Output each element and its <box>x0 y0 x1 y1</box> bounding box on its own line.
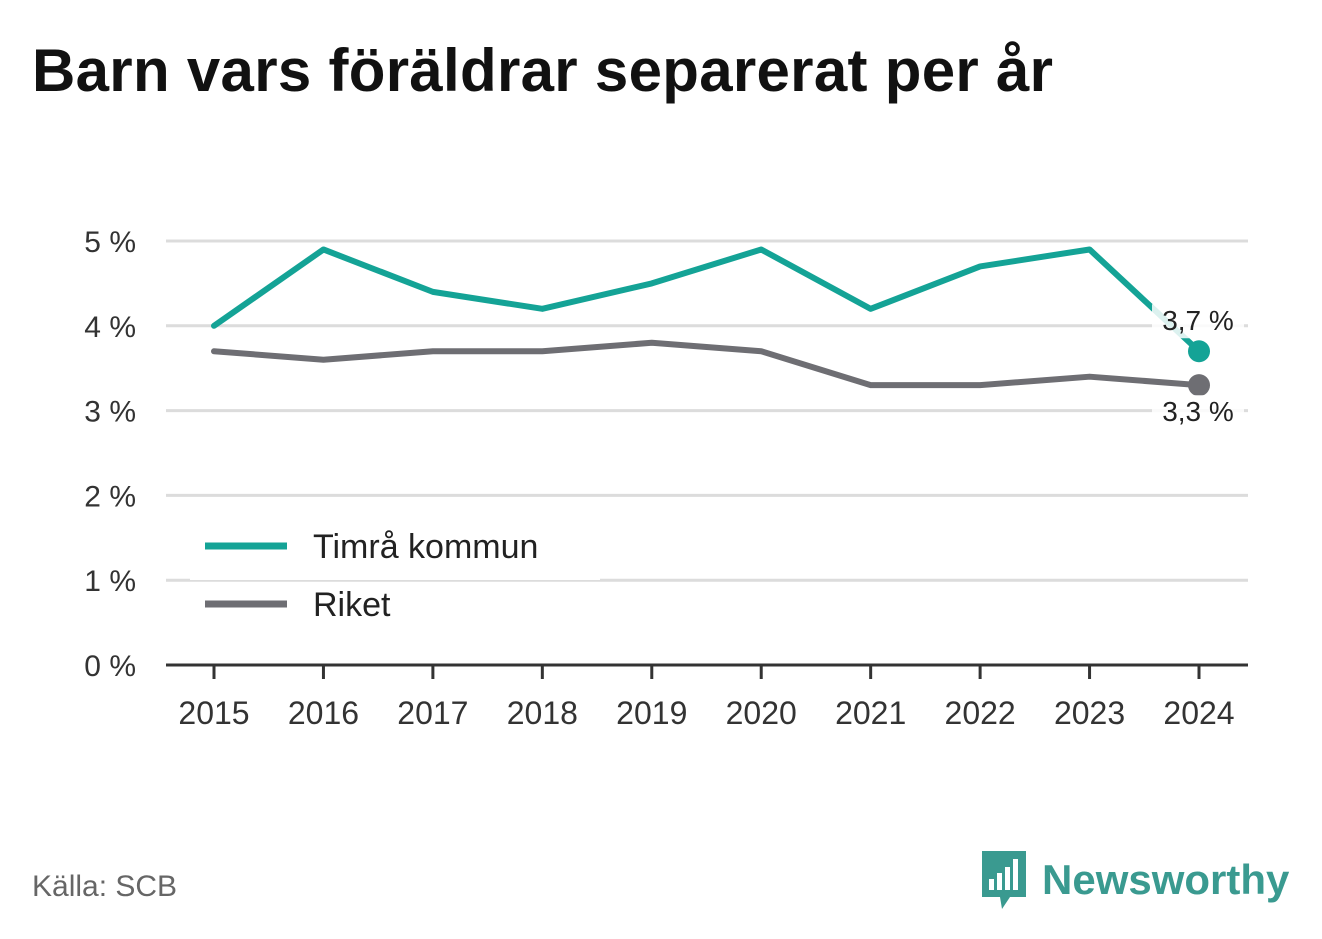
x-tick-label: 2018 <box>507 695 578 731</box>
x-tick-label: 2021 <box>835 695 906 731</box>
end-value-label: 3,3 % <box>1162 396 1234 427</box>
chart-title: Barn vars föräldrar separerat per år <box>32 37 1054 104</box>
legend: Timrå kommun Riket <box>190 520 600 624</box>
x-tick-label: 2020 <box>726 695 797 731</box>
end-labels: 3,7 % 3,3 % <box>1152 304 1244 430</box>
x-axis: 2015 2016 2017 2018 2019 2020 2021 2022 2023 2024 <box>166 663 1248 731</box>
series-lines <box>211 246 1210 397</box>
end-value-label: 3,7 % <box>1162 305 1234 336</box>
x-tick-label: 2016 <box>288 695 359 731</box>
y-tick-label: 1 % <box>84 565 136 598</box>
newsworthy-logo-icon <box>982 851 1026 909</box>
end-label-background <box>1152 395 1244 430</box>
y-tick-label: 0 % <box>84 650 136 683</box>
x-tick-label: 2017 <box>397 695 468 731</box>
series-line <box>211 339 1202 389</box>
x-tick-label: 2024 <box>1163 695 1234 731</box>
series-line <box>211 246 1202 355</box>
gridlines <box>166 239 1248 582</box>
y-tick-label: 4 % <box>84 311 136 344</box>
legend-label: Riket <box>313 586 391 624</box>
x-tick-label: 2019 <box>616 695 687 731</box>
x-tick-label: 2022 <box>945 695 1016 731</box>
legend-background <box>190 520 600 580</box>
x-tick-label: 2015 <box>178 695 249 731</box>
legend-label: Timrå kommun <box>313 528 538 566</box>
series-end-point <box>1188 340 1210 363</box>
brand-name: Newsworthy <box>1042 856 1290 903</box>
y-tick-label: 3 % <box>84 396 136 429</box>
x-tick-label: 2023 <box>1054 695 1125 731</box>
series-end-point <box>1188 374 1210 397</box>
y-axis-ticks: 0 % 1 % 2 % 3 % 4 % 5 % <box>84 226 136 683</box>
y-tick-label: 5 % <box>84 226 136 259</box>
end-label-background <box>1152 304 1244 339</box>
line-chart: 0 %1 %2 %3 %4 %5 % 2015 2016 2017 2018 2019 2… <box>84 226 1248 731</box>
source-note: Källa: SCB <box>32 870 178 903</box>
brand-logo: Newsworthy <box>980 848 1289 912</box>
y-tick-label: 2 % <box>84 480 136 513</box>
